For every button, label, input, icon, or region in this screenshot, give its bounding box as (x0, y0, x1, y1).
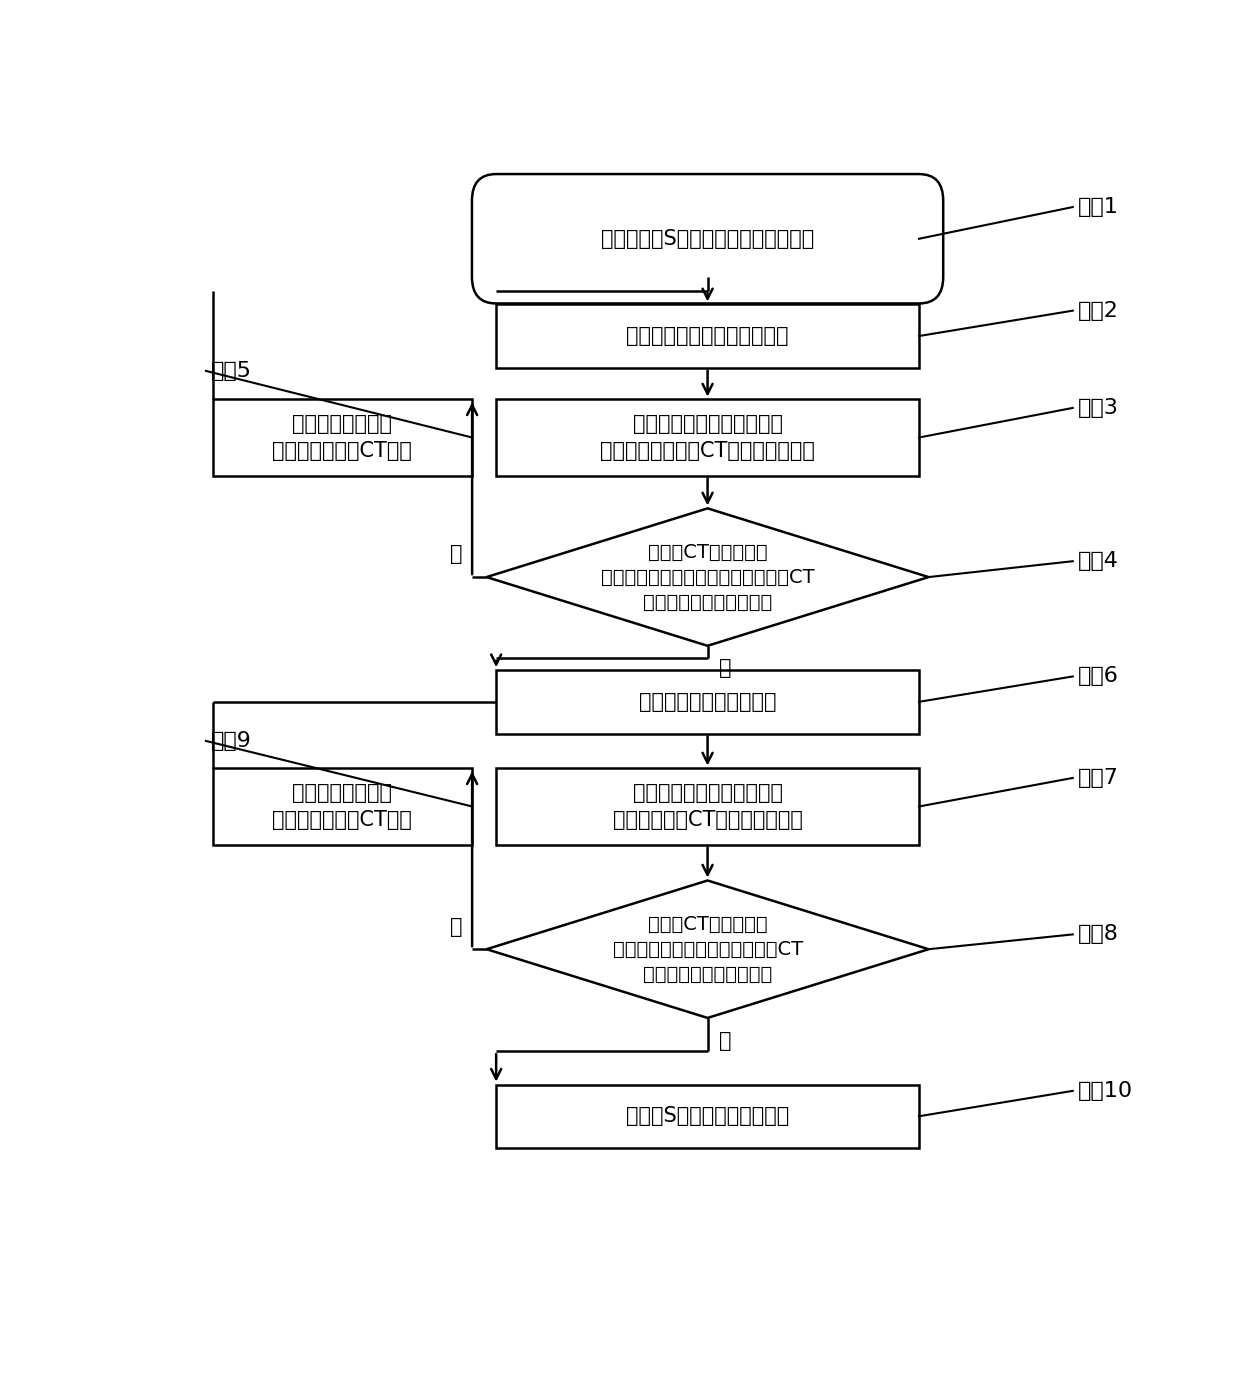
Polygon shape (486, 880, 929, 1017)
Text: 步骤3: 步骤3 (1078, 398, 1118, 417)
Text: 各间隔CT二次侧电流
测量值与通流仪施加额定电流时CT
二次侧理论计算值一致？: 各间隔CT二次侧电流 测量值与通流仪施加额定电流时CT 二次侧理论计算值一致？ (613, 914, 802, 983)
Text: 关闭通流仪，查找
并消除异常间隔CT缺陷: 关闭通流仪，查找 并消除异常间隔CT缺陷 (273, 415, 413, 461)
Text: 进行变电站S型一次通流试验准备工作: 进行变电站S型一次通流试验准备工作 (601, 229, 815, 249)
Text: 否: 否 (450, 544, 463, 564)
Text: 步骤8: 步骤8 (1078, 924, 1118, 945)
Bar (213, 769, 472, 844)
Text: 步骤2: 步骤2 (1078, 301, 1118, 321)
Text: 调节通流仪输出额定电流: 调节通流仪输出额定电流 (639, 692, 776, 711)
Text: 变电站S型一次通流试验结束: 变电站S型一次通流试验结束 (626, 1107, 789, 1126)
FancyBboxPatch shape (472, 174, 944, 303)
Bar (496, 1085, 919, 1148)
Text: 步骤6: 步骤6 (1078, 666, 1118, 686)
Bar (213, 400, 472, 475)
Text: 测量并记录通流仪输出额定
电流时各间隔CT二次侧实际电流: 测量并记录通流仪输出额定 电流时各间隔CT二次侧实际电流 (613, 783, 802, 829)
Text: 否: 否 (450, 917, 463, 936)
Text: 是: 是 (719, 1031, 732, 1050)
Polygon shape (486, 508, 929, 645)
Text: 步骤10: 步骤10 (1078, 1081, 1132, 1101)
Text: 调节通流仪输出一半额定电流: 调节通流仪输出一半额定电流 (626, 325, 789, 346)
Text: 步骤5: 步骤5 (211, 361, 252, 380)
Bar (496, 305, 919, 368)
Text: 步骤9: 步骤9 (211, 730, 252, 751)
Bar (496, 400, 919, 475)
Text: 关闭通流仪，查找
并消除异常间隔CT缺陷: 关闭通流仪，查找 并消除异常间隔CT缺陷 (273, 783, 413, 829)
Text: 步骤4: 步骤4 (1078, 551, 1118, 571)
Text: 是: 是 (719, 659, 732, 678)
Text: 各间隔CT二次侧电流
测量值与通流仪施加一半额定电流时CT
二次侧理论计算值一致？: 各间隔CT二次侧电流 测量值与通流仪施加一半额定电流时CT 二次侧理论计算值一致… (600, 542, 815, 611)
Text: 步骤7: 步骤7 (1078, 768, 1118, 788)
Text: 测量并记录通流仪输出一半
额定电流时各间隔CT二次侧实际电流: 测量并记录通流仪输出一半 额定电流时各间隔CT二次侧实际电流 (600, 415, 815, 461)
Bar (496, 670, 919, 733)
Text: 步骤1: 步骤1 (1078, 198, 1118, 217)
Bar (496, 769, 919, 844)
